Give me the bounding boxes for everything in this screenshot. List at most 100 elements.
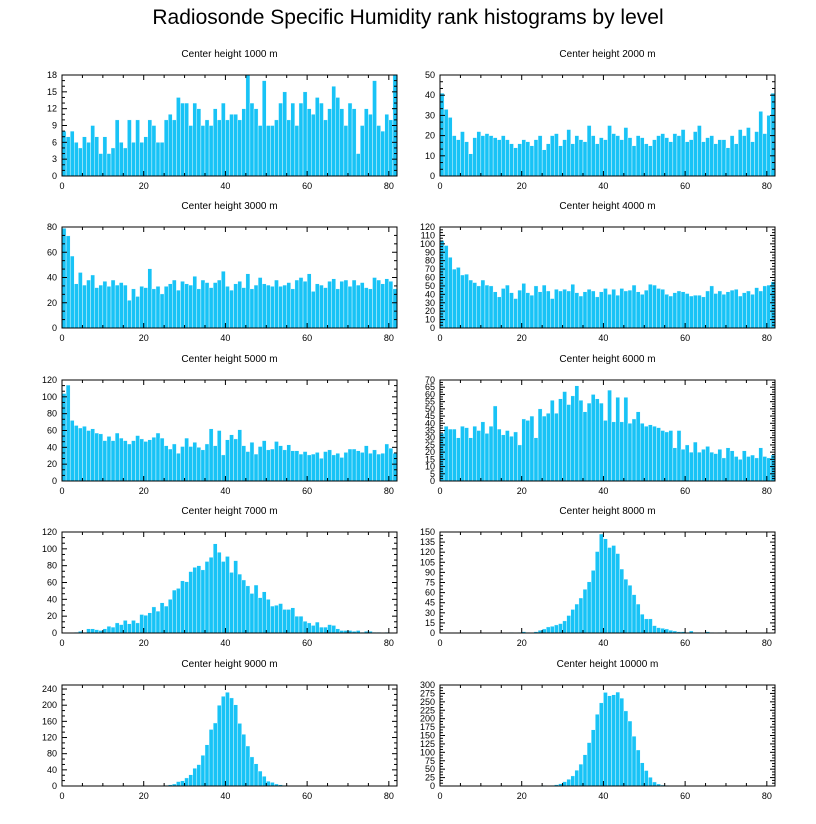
bar <box>286 609 291 634</box>
bar <box>270 605 275 634</box>
y-tick-label: 9 <box>52 121 57 131</box>
bar <box>294 279 300 329</box>
bar <box>168 114 173 177</box>
y-tick-label: 12 <box>47 104 57 114</box>
x-tick-label: 40 <box>220 333 230 343</box>
y-tick-label: 70 <box>425 264 435 274</box>
bar <box>90 428 95 482</box>
bar <box>114 119 120 177</box>
bar <box>582 754 588 787</box>
bar <box>631 594 637 634</box>
bar <box>274 119 279 177</box>
bar <box>599 533 604 634</box>
x-tick-label: 40 <box>598 638 608 648</box>
bar <box>615 397 620 482</box>
bar <box>586 289 592 329</box>
bar <box>456 267 461 329</box>
y-tick-label: 40 <box>425 289 435 299</box>
bar <box>225 439 230 482</box>
y-tick-label: 110 <box>421 230 435 240</box>
bar <box>147 119 153 177</box>
bar <box>355 450 361 482</box>
bar <box>225 286 230 329</box>
bar <box>139 438 144 482</box>
bar <box>180 102 185 177</box>
x-tick-label: 40 <box>598 181 608 191</box>
y-tick-label: 80 <box>47 409 57 419</box>
y-tick-label: 10 <box>425 462 435 472</box>
bar <box>742 135 747 177</box>
bar <box>155 432 161 482</box>
bar <box>619 568 625 634</box>
bar <box>607 389 612 482</box>
x-tick-label: 0 <box>437 486 442 496</box>
bar <box>570 143 576 177</box>
bar <box>476 285 482 329</box>
y-tick-label: 120 <box>42 527 57 537</box>
bar <box>550 400 555 482</box>
bar <box>709 135 714 177</box>
y-tick-label: 60 <box>425 273 435 283</box>
bar <box>746 456 751 482</box>
bar <box>456 139 461 177</box>
x-tick-label: 20 <box>517 638 527 648</box>
x-tick-label: 60 <box>302 638 312 648</box>
bar <box>245 273 251 329</box>
x-tick-label: 40 <box>598 791 608 801</box>
x-tick-label: 20 <box>517 791 527 801</box>
bar <box>680 291 686 329</box>
bar <box>147 268 153 329</box>
y-tick-label: 0 <box>430 323 435 333</box>
bar <box>380 130 385 177</box>
bar <box>172 279 177 329</box>
bar <box>127 623 132 634</box>
bar <box>672 447 678 482</box>
bar <box>635 749 641 787</box>
bar <box>501 135 506 177</box>
bar <box>233 283 238 329</box>
bar <box>274 605 279 634</box>
bar <box>266 125 271 177</box>
bar <box>323 451 328 482</box>
bar <box>315 97 320 177</box>
bar <box>94 136 99 177</box>
bar <box>192 276 198 329</box>
bar <box>274 279 279 329</box>
bar <box>668 141 674 177</box>
bar <box>472 282 477 329</box>
bar <box>599 291 604 329</box>
bar <box>725 447 731 482</box>
bar <box>360 452 365 482</box>
bar <box>533 139 539 177</box>
x-tick-label: 0 <box>59 333 64 343</box>
bar <box>496 428 502 482</box>
y-tick-label: 20 <box>425 306 435 316</box>
bar <box>249 593 255 634</box>
x-tick-label: 0 <box>59 486 64 496</box>
bar <box>65 384 71 482</box>
bar <box>278 603 283 634</box>
bar <box>90 274 95 329</box>
bar <box>188 284 193 329</box>
bar <box>689 139 694 177</box>
panel-title: Center height 9000 m <box>181 659 277 670</box>
y-tick-label: 20 <box>425 131 435 141</box>
bar <box>452 135 457 177</box>
bar <box>558 623 563 634</box>
bar <box>102 628 108 634</box>
bar <box>151 437 157 482</box>
y-tick-label: 40 <box>47 594 57 604</box>
bar <box>78 427 83 482</box>
plot-frame <box>61 684 398 787</box>
x-tick-label: 80 <box>384 181 394 191</box>
bar <box>488 425 494 482</box>
y-tick-label: 80 <box>47 222 57 232</box>
bar <box>582 141 588 177</box>
bar <box>200 449 206 482</box>
bar <box>86 142 91 177</box>
bar <box>176 97 181 177</box>
bar <box>713 293 719 329</box>
bar <box>729 289 735 329</box>
bar <box>94 432 99 482</box>
